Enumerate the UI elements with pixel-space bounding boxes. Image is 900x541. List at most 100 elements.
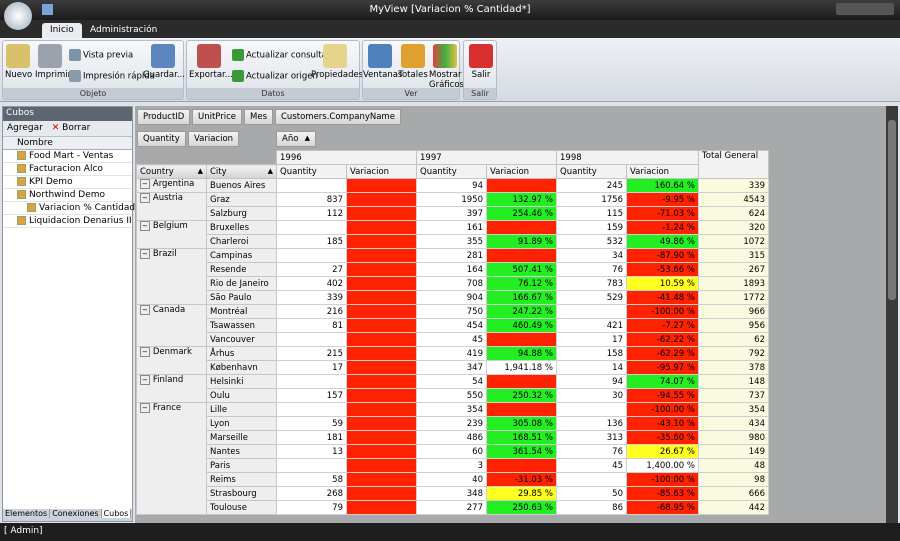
quantity-cell: 34 — [556, 248, 627, 263]
ribbon-button[interactable]: Salir — [466, 44, 496, 80]
variacion-cell: 160.64 % — [626, 178, 699, 193]
panel-tab[interactable]: Elementos — [3, 509, 51, 518]
variacion-cell — [346, 276, 417, 291]
delete-button[interactable]: Borrar — [62, 123, 91, 133]
ribbon-button[interactable]: Exportar... — [189, 44, 233, 80]
collapse-icon[interactable]: − — [140, 221, 150, 231]
cubes-panel: Cubos Agregar ✕ Borrar Nombre Food Mart … — [2, 106, 135, 522]
variacion-cell — [346, 206, 417, 221]
ribbon-button[interactable]: Actualizar origen — [232, 70, 318, 82]
quantity-cell: 904 — [416, 290, 487, 305]
collapse-icon[interactable]: − — [140, 249, 150, 259]
panel-tab[interactable]: Conexiones — [50, 509, 102, 518]
tree-item[interactable]: Food Mart - Ventas — [3, 150, 132, 163]
button-label: Mostrar Gráficos — [429, 70, 464, 90]
quantity-cell: 60 — [416, 444, 487, 459]
panel-tab[interactable]: Cubos — [101, 509, 132, 518]
country-cell: − Canada — [136, 304, 207, 347]
data-row: Toulouse 79 277 250.63 % 86 -68.95 % 442 — [137, 500, 769, 515]
tab[interactable]: Inicio — [42, 23, 82, 38]
collapse-icon[interactable]: − — [140, 403, 150, 413]
measure-header: Quantity — [416, 164, 487, 179]
tree-item[interactable]: Variacion % Cantidad — [3, 202, 135, 215]
quantity-cell: 17 — [276, 360, 347, 375]
total-cell: 442 — [698, 500, 769, 515]
data-field[interactable]: Variacion — [188, 131, 240, 147]
column-field[interactable]: Año ▲ — [276, 131, 316, 147]
ribbon-button[interactable]: Propiedades — [311, 44, 363, 80]
variacion-cell: 132.97 % — [486, 192, 557, 207]
quantity-cell: 277 — [416, 500, 487, 515]
variacion-cell: 305.08 % — [486, 416, 557, 431]
city-cell: Paris — [206, 458, 277, 473]
tree-item[interactable]: Facturacion Alco — [3, 163, 132, 176]
row-field[interactable]: Country ▲ — [136, 164, 207, 179]
city-cell: Charleroi — [206, 234, 277, 249]
variacion-cell: -100.00 % — [626, 402, 699, 417]
quantity-cell: 158 — [556, 346, 627, 361]
tree-item[interactable]: Northwind Demo — [3, 189, 132, 202]
collapse-icon[interactable]: − — [140, 305, 150, 315]
variacion-cell: 247.22 % — [486, 304, 557, 319]
app-button[interactable] — [4, 2, 32, 30]
tab[interactable]: Administración — [90, 25, 158, 35]
ribbon-button[interactable]: Nuevo — [5, 44, 32, 80]
sort-arrow: ▲ — [267, 166, 273, 175]
ribbon-button[interactable]: Actualizar consulta — [232, 49, 327, 61]
ribbon-group: Ventanas Totales Mostrar Gráficos Ver — [362, 40, 464, 100]
quantity-cell: 27 — [276, 262, 347, 277]
variacion-cell: -100.00 % — [626, 472, 699, 487]
quantity-cell: 79 — [276, 500, 347, 515]
quantity-cell — [276, 220, 347, 235]
tree-label: KPI Demo — [29, 177, 73, 187]
cube-icon — [17, 151, 26, 160]
year-header: 1998 — [556, 150, 699, 165]
quantity-cell: 181 — [276, 430, 347, 445]
filter-field[interactable]: Mes — [244, 109, 273, 125]
collapse-icon[interactable]: − — [140, 193, 150, 203]
ribbon-button[interactable]: Guardar... — [143, 44, 185, 80]
tree-item[interactable]: Liquidacion Denarius II — [3, 215, 132, 228]
filter-field[interactable]: Customers.CompanyName — [275, 109, 401, 125]
quantity-cell: 94 — [416, 178, 487, 193]
ribbon-button[interactable]: Impresión rápida — [69, 70, 155, 82]
quantity-cell: 115 — [556, 206, 627, 221]
delete-icon: ✕ — [51, 123, 60, 133]
variacion-cell — [346, 262, 417, 277]
ribbon-button[interactable]: Imprimir — [35, 44, 71, 80]
button-label: Guardar... — [143, 70, 185, 80]
city-cell: Vancouver — [206, 332, 277, 347]
variacion-cell — [486, 458, 557, 473]
country-cell: − Brazil — [136, 248, 207, 305]
filter-field[interactable]: ProductID — [137, 109, 191, 125]
ribbon-button[interactable]: Totales — [398, 44, 428, 80]
total-cell: 434 — [698, 416, 769, 431]
variacion-cell: 460.49 % — [486, 318, 557, 333]
variacion-cell: 507.41 % — [486, 262, 557, 277]
collapse-icon[interactable]: − — [140, 375, 150, 385]
ribbon-button[interactable]: Ventanas — [363, 44, 402, 80]
collapse-icon[interactable]: − — [140, 179, 150, 189]
quantity-cell: 81 — [276, 318, 347, 333]
row-field[interactable]: City ▲ — [206, 164, 277, 179]
variacion-cell — [346, 234, 417, 249]
ribbon-button[interactable]: Mostrar Gráficos — [429, 44, 464, 90]
quantity-cell: 13 — [276, 444, 347, 459]
filter-field[interactable]: UnitPrice — [192, 109, 243, 125]
quantity-cell: 486 — [416, 430, 487, 445]
collapse-icon[interactable]: − — [140, 347, 150, 357]
variacion-cell — [346, 416, 417, 431]
window-controls[interactable] — [836, 3, 894, 15]
header-row: Country ▲ City ▲ Quantity Variacion Quantity Va… — [136, 164, 769, 179]
tree-item[interactable]: KPI Demo — [3, 176, 132, 189]
scrollbar[interactable] — [886, 106, 898, 523]
ribbon-button[interactable]: Vista previa — [69, 49, 133, 61]
total-cell: 267 — [698, 262, 769, 277]
total-cell: 966 — [698, 304, 769, 319]
save-icon[interactable] — [42, 4, 53, 15]
variacion-cell: 361.54 % — [486, 444, 557, 459]
add-button[interactable]: Agregar — [7, 123, 43, 133]
data-field[interactable]: Quantity — [137, 131, 186, 147]
button-label: Imprimir — [35, 70, 72, 80]
